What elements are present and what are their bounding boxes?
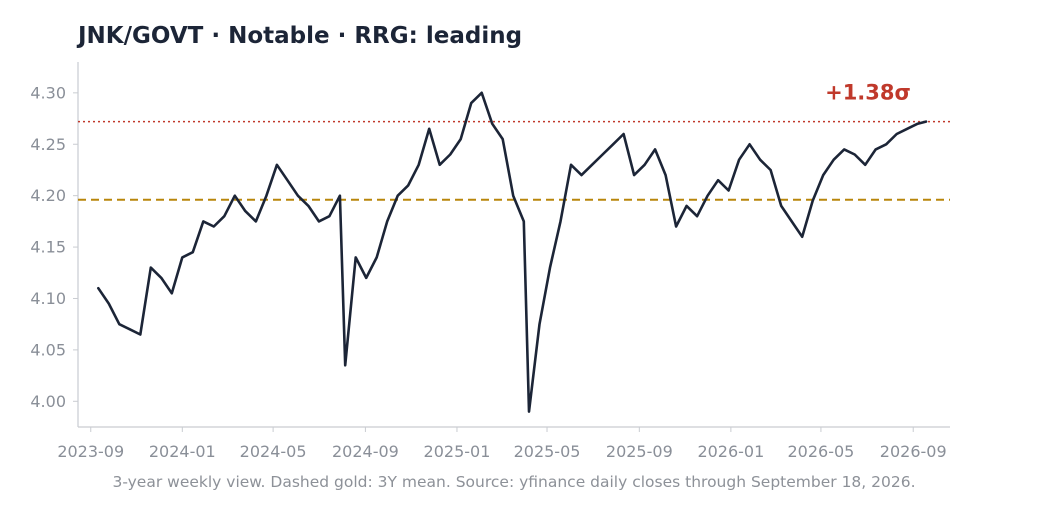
y-tick-label: 4.10 <box>30 289 66 308</box>
y-tick-label: 4.30 <box>30 83 66 102</box>
y-tick-label: 4.00 <box>30 392 66 411</box>
chart-title: JNK/GOVT · Notable · RRG: leading <box>76 23 522 49</box>
y-tick-label: 4.25 <box>30 135 66 154</box>
x-tick-label: 2023-09 <box>57 442 124 461</box>
x-tick-label: 2026-05 <box>787 442 854 461</box>
x-tick-label: 2025-05 <box>514 442 581 461</box>
series-line <box>97 91 928 413</box>
x-tick-label: 2025-01 <box>424 442 491 461</box>
x-tick-label: 2024-09 <box>332 442 399 461</box>
chart-footnote: 3-year weekly view. Dashed gold: 3Y mean… <box>112 473 915 491</box>
x-axis-ticks: 2023-09 2024-01 2024-05 2024-09 2025-01 2025-… <box>57 427 947 461</box>
x-tick-label: 2024-01 <box>149 442 216 461</box>
y-axis-ticks: 4.00 4.05 4.10 4.15 4.20 4.25 4.30 <box>30 83 78 411</box>
y-tick-label: 4.15 <box>30 238 66 257</box>
axes <box>77 62 950 428</box>
sigma-label: +1.38σ <box>825 81 911 105</box>
y-tick-label: 4.20 <box>30 186 66 205</box>
x-tick-label: 2026-01 <box>697 442 764 461</box>
y-tick-label: 4.05 <box>30 340 66 359</box>
x-tick-label: 2026-09 <box>880 442 947 461</box>
x-tick-label: 2024-05 <box>240 442 307 461</box>
x-tick-label: 2025-09 <box>606 442 673 461</box>
